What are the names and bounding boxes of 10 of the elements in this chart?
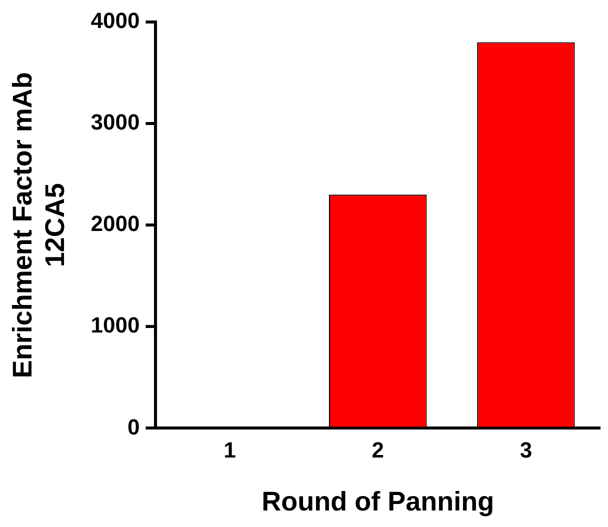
- x-tick-label: 3: [520, 437, 532, 462]
- y-axis-title: Enrichment Factor mAb 12CA5: [8, 72, 70, 378]
- y-tick-label: 2000: [90, 211, 140, 236]
- x-axis-title: Round of Panning: [262, 486, 494, 516]
- x-tick-label: 2: [372, 437, 384, 462]
- y-tick-label: 1000: [90, 312, 140, 338]
- y-tick-label: 0: [127, 414, 140, 440]
- y-tick-label: 3000: [90, 110, 140, 135]
- x-tick-label: 1: [224, 437, 236, 462]
- y-tick-label: 4000: [90, 8, 140, 34]
